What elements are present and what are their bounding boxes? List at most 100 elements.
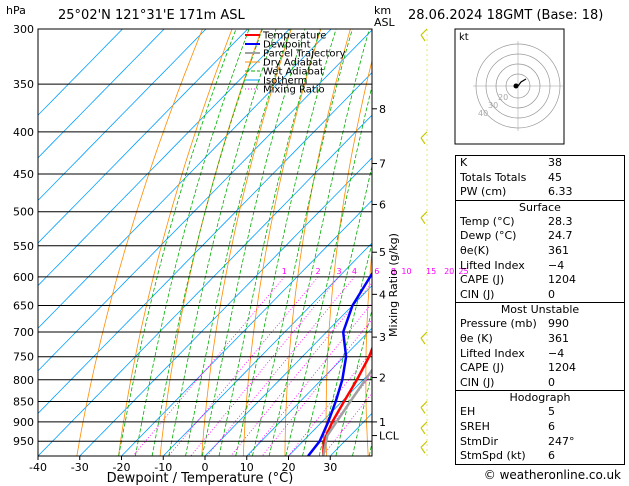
surface-cin-row: CIN (J) 0 bbox=[460, 287, 555, 301]
surface-li-row: Lifted Index −4 bbox=[460, 258, 565, 272]
mixing-ratio-line bbox=[190, 276, 340, 456]
pw-row: PW (cm) 6.33 bbox=[460, 185, 573, 199]
mixing-ratio-label: 2 bbox=[316, 267, 321, 276]
temperature-line bbox=[321, 345, 372, 456]
mixing-ratio-line bbox=[287, 350, 372, 456]
wet-adiabat-line bbox=[218, 29, 321, 456]
height-unit-asl: ASL bbox=[374, 16, 396, 29]
temperature-tick-label: -40 bbox=[29, 461, 47, 474]
mixing-ratio-label: 8 bbox=[391, 267, 396, 276]
wind-barb-flag bbox=[420, 427, 426, 435]
isotherm-line bbox=[38, 29, 372, 372]
dry-adiabat-line bbox=[325, 58, 372, 456]
basic-indices: K 38 Totals Totals 45 PW (cm) 6.33 bbox=[455, 155, 625, 201]
mixing-ratio-label: 20 bbox=[444, 267, 454, 276]
stmdir-row: StmDir 247° bbox=[460, 434, 575, 448]
totals-row: Totals Totals 45 bbox=[460, 170, 562, 184]
wet-adiabat-line bbox=[201, 29, 306, 456]
profile-lines bbox=[307, 271, 372, 456]
stmspd-row: StmSpd (kt) 6 bbox=[460, 449, 555, 463]
mixing-ratio-label: 10 bbox=[401, 267, 411, 276]
hodograph-title: Hodograph bbox=[509, 391, 571, 405]
temperature-tick-label: 0 bbox=[202, 461, 209, 474]
mixing-ratio-line bbox=[247, 302, 372, 456]
isotherm-line bbox=[38, 72, 372, 414]
hodograph-ring-label: 20 bbox=[498, 93, 508, 102]
wind-barb bbox=[420, 331, 428, 339]
mixing-ratio-label: 25 bbox=[458, 267, 468, 276]
wind-barb bbox=[420, 421, 428, 429]
mu-pressure-row: Pressure (mb) 990 bbox=[460, 317, 569, 331]
mixing-ratio-line bbox=[261, 318, 372, 456]
temperature-tick-label: 30 bbox=[323, 461, 337, 474]
dry-adiabat-line bbox=[284, 29, 351, 456]
legend-label: Isotherm bbox=[263, 76, 307, 87]
wind-barb bbox=[420, 440, 428, 448]
pressure-tick-label: 750 bbox=[13, 351, 34, 364]
parcel-trajectory-line bbox=[321, 368, 372, 456]
dry-adiabat-line bbox=[404, 29, 439, 456]
surface-thetae-row: θe(K) 361 bbox=[460, 243, 569, 257]
hodograph-storm-motion bbox=[513, 83, 519, 89]
isotherm-line bbox=[38, 114, 372, 456]
wind-barb bbox=[420, 131, 428, 139]
wind-barb bbox=[420, 28, 428, 36]
most-unstable-title: Most Unstable bbox=[500, 303, 580, 317]
pressure-tick-label: 700 bbox=[13, 326, 34, 339]
pressure-tick-label: 600 bbox=[13, 271, 34, 284]
indices-panel: K 38 Totals Totals 45 PW (cm) 6.33 Surface … bbox=[455, 155, 625, 465]
mixing-ratio-axis-label: Mixing Ratio (g/kg) bbox=[387, 233, 400, 337]
pressure-tick-label: 550 bbox=[13, 240, 34, 253]
mu-cin-row: CIN (J) 0 bbox=[460, 375, 555, 389]
surface-cape-row: CAPE (J) 1204 bbox=[460, 273, 576, 287]
wind-barb-flag bbox=[420, 446, 426, 454]
mixing-ratio-label: 15 bbox=[426, 267, 436, 276]
mixing-ratio-label: 4 bbox=[352, 267, 357, 276]
legend-label: Wet Adiabat bbox=[263, 67, 324, 78]
pressure-tick-label: 350 bbox=[13, 78, 34, 91]
pressure-unit: hPa bbox=[6, 4, 26, 17]
height-tick-label: 5 bbox=[379, 246, 386, 259]
wind-barb bbox=[420, 401, 428, 408]
most-unstable-box: Most Unstable Pressure (mb) 990 θe (K) 361… bbox=[455, 302, 625, 392]
isotherm-line bbox=[38, 29, 290, 287]
wet-adiabat-line bbox=[185, 29, 291, 456]
mixing-ratio-label: 1 bbox=[282, 267, 287, 276]
temperature-axis: -40 -30 -20 -10 0 10 20 30 bbox=[29, 456, 337, 474]
hodograph-ring-label: 30 bbox=[488, 101, 498, 110]
surface-dewp-row: Dewp (°C) 24.7 bbox=[460, 229, 573, 243]
mixing-ratio-labels: 1 2 3 4 6 8 10 15 20 25 bbox=[282, 267, 469, 276]
dry-adiabat-line bbox=[365, 246, 372, 456]
hodograph-ring-label: 40 bbox=[478, 109, 488, 118]
pressure-tick-label: 650 bbox=[13, 300, 34, 313]
wind-barb-flag bbox=[420, 34, 426, 42]
wet-adiabat-line bbox=[268, 29, 370, 456]
wind-barb-flag bbox=[420, 407, 426, 414]
pressure-axis: 300 350 400 450 500 550 600 650 700 750 800 850 900 9… bbox=[13, 23, 34, 448]
mu-thetae-row: θe (K) 361 bbox=[460, 331, 569, 345]
temperature-tick-label: 10 bbox=[240, 461, 254, 474]
wind-barb-flag bbox=[420, 337, 426, 345]
isotherm-line bbox=[38, 29, 332, 329]
location-title: 25°02'N 121°31'E 171m ASL bbox=[58, 8, 246, 23]
mu-cape-row: CAPE (J) 1204 bbox=[460, 361, 576, 375]
dry-adiabat-line bbox=[76, 29, 203, 456]
wet-adiabat-line bbox=[285, 84, 372, 456]
mixing-ratio-line bbox=[230, 282, 372, 456]
height-tick-label: 8 bbox=[379, 103, 386, 116]
isotherm-line bbox=[163, 242, 372, 456]
height-tick-label: 4 bbox=[379, 288, 386, 301]
wet-adiabat-line bbox=[302, 164, 372, 456]
x-axis-label: Dewpoint / Temperature (°C) bbox=[107, 471, 294, 486]
wind-barb-flag bbox=[420, 217, 426, 225]
height-tick-label: 2 bbox=[379, 372, 386, 385]
dewpoint-line bbox=[307, 271, 372, 456]
hodograph-unit: kt bbox=[459, 32, 469, 43]
eh-row: EH 5 bbox=[460, 405, 555, 419]
wet-adiabat-line bbox=[318, 241, 372, 456]
dry-adiabat-line bbox=[201, 29, 292, 456]
pressure-tick-label: 500 bbox=[13, 206, 34, 219]
